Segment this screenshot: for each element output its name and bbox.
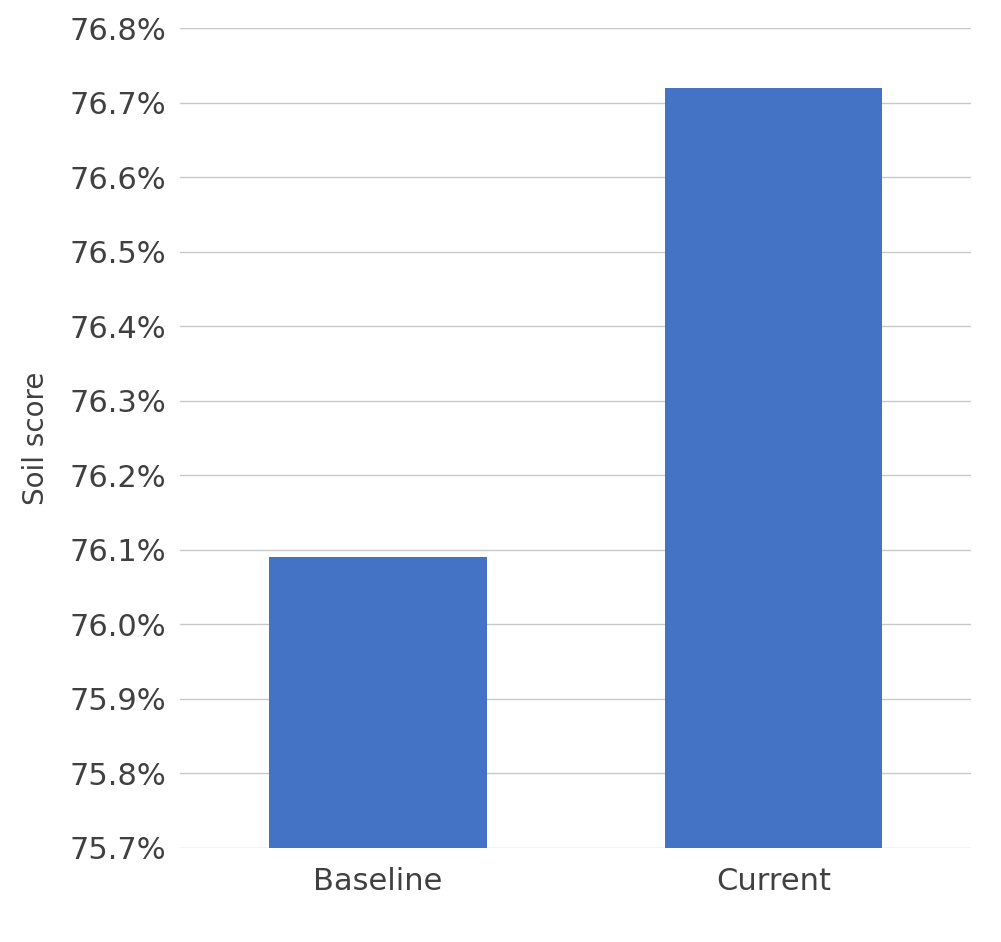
Y-axis label: Soil score: Soil score (22, 371, 50, 505)
Bar (665, 88, 882, 942)
Bar (269, 558, 486, 942)
